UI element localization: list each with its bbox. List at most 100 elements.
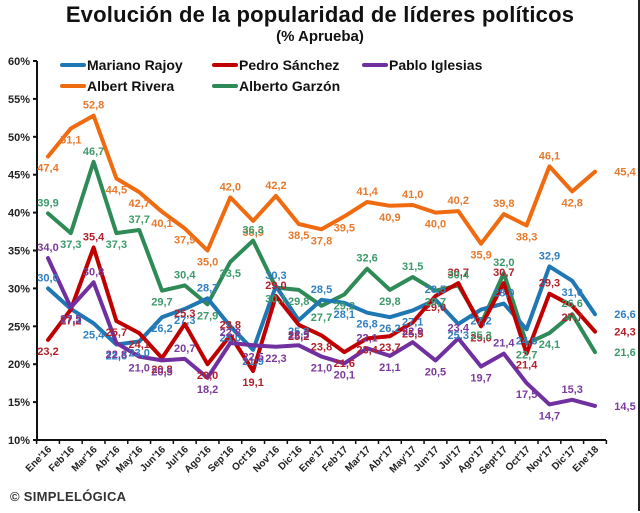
- data-label: 35,0: [197, 257, 218, 269]
- data-label: 37,9: [174, 235, 195, 247]
- legend-swatch-rivera: [60, 84, 86, 88]
- data-label: 23,7: [379, 342, 400, 354]
- legend-label: Pablo Iglesias: [389, 57, 483, 73]
- data-label: 21,4: [493, 338, 515, 350]
- data-label: 30,8: [83, 266, 104, 278]
- data-label: 20,5: [425, 366, 446, 378]
- data-label: 22,8: [106, 349, 127, 361]
- data-label: 27,1: [402, 316, 423, 328]
- data-label: 32,6: [356, 253, 377, 265]
- data-label: 15,3: [561, 384, 582, 396]
- data-label: 14,7: [539, 410, 560, 422]
- data-label: 27,2: [60, 316, 81, 328]
- data-label: 44,5: [106, 184, 127, 196]
- data-label: 23,2: [37, 346, 58, 358]
- data-label: 25,3: [470, 330, 491, 342]
- data-label: 51,1: [60, 134, 81, 146]
- data-label: 38,9: [242, 227, 263, 239]
- y-tick-label: 50%: [8, 132, 30, 144]
- y-tick-label: 40%: [8, 208, 30, 220]
- data-label: 30,3: [265, 270, 286, 282]
- data-label: 29,0: [265, 280, 286, 292]
- data-label: 38,5: [288, 230, 309, 242]
- data-label: 29,3: [539, 278, 560, 290]
- data-label: 32,0: [493, 257, 514, 269]
- data-label: 26,6: [561, 298, 582, 310]
- y-tick-label: 45%: [8, 170, 30, 182]
- x-tick-label: Nov'16: [251, 444, 282, 475]
- legend-item-iglesias: Pablo Iglesias: [362, 57, 482, 73]
- y-tick-label: 15%: [8, 397, 30, 409]
- data-label: 22,9: [402, 326, 423, 338]
- data-label: 52,8: [83, 100, 104, 112]
- x-tick-label: Jun'16: [138, 444, 168, 474]
- data-label: 24,6: [516, 335, 537, 347]
- data-label: 23,0: [128, 347, 149, 359]
- data-label: 30,4: [174, 269, 196, 281]
- data-label: 27,9: [197, 310, 218, 322]
- data-label: 29,0: [425, 302, 446, 314]
- data-label: 22,3: [265, 353, 286, 365]
- data-label: 20,0: [197, 370, 218, 382]
- legend-item-rajoy: Mariano Rajoy: [60, 57, 183, 73]
- data-label: 21,0: [128, 363, 149, 375]
- data-label: 31,5: [402, 261, 423, 273]
- y-tick-label: 25%: [8, 321, 30, 333]
- data-label: 28,7: [197, 282, 218, 294]
- data-label: 24,1: [539, 339, 560, 351]
- data-label: 31,0: [561, 287, 582, 299]
- chart-subtitle: (% Aprueba): [276, 28, 364, 45]
- data-label: 37,7: [128, 214, 149, 226]
- data-label: 41,0: [402, 189, 423, 201]
- data-label: 23,8: [311, 341, 332, 353]
- data-label: 46,1: [539, 150, 560, 162]
- chart-title: Evolución de la popularidad de líderes p…: [65, 2, 575, 27]
- data-label: 28,1: [334, 309, 355, 321]
- data-label: 25,7: [106, 327, 127, 339]
- data-label: 20,8: [151, 364, 172, 376]
- series-line-alberto-garz-n: [46, 159, 597, 355]
- data-label: 45,4: [614, 167, 636, 179]
- legend-item-garzon: Alberto Garzón: [212, 78, 340, 94]
- data-label: 30,7: [448, 267, 469, 279]
- data-label: 22,5: [242, 351, 263, 363]
- legend-item-sanchez: Pedro Sánchez: [212, 57, 339, 73]
- data-label: 41,4: [356, 186, 378, 198]
- data-label: 22,8: [220, 327, 241, 339]
- data-label: 42,7: [128, 198, 149, 210]
- data-label: 25,8: [288, 326, 309, 338]
- data-label: 47,4: [37, 163, 59, 175]
- data-label: 26,8: [356, 319, 377, 331]
- legend-swatch-rajoy: [60, 63, 86, 67]
- data-label: 27,2: [470, 316, 491, 328]
- data-label: 40,9: [379, 212, 400, 224]
- data-label: 22,7: [516, 350, 537, 362]
- data-label: 21,9: [242, 356, 263, 368]
- data-label: 27,3: [174, 315, 195, 327]
- data-label: 20,1: [334, 369, 355, 381]
- legend-item-rivera: Albert Rivera: [60, 78, 174, 94]
- series-line-mariano-rajoy: [46, 264, 597, 352]
- x-tick-label: Jun'17: [412, 444, 442, 474]
- data-labels: 30,027,325,422,6 23,026,227,328,725,021,9…: [37, 100, 636, 423]
- series-lines: [46, 113, 597, 408]
- data-label: 23,4: [448, 322, 470, 334]
- y-tick-label: 55%: [8, 94, 30, 106]
- legend-swatch-iglesias: [362, 63, 388, 67]
- x-tick-label: Ene'18: [571, 444, 602, 475]
- data-label: 21,6: [334, 358, 355, 370]
- data-label: 29,2: [334, 300, 355, 312]
- data-label: 29,8: [288, 296, 309, 308]
- data-label: 38,3: [516, 231, 537, 243]
- data-label: 34,0: [37, 242, 58, 254]
- data-label: 23,8: [220, 319, 241, 331]
- legend-label: Albert Rivera: [87, 78, 175, 94]
- data-label: 27,7: [311, 312, 332, 324]
- data-label: 22,6: [106, 350, 127, 362]
- data-label: 40,1: [151, 218, 172, 230]
- data-label: 22,5: [288, 329, 309, 341]
- y-tick-label: 35%: [8, 246, 30, 258]
- data-label: 39,9: [37, 197, 58, 209]
- series-line-albert-rivera: [46, 113, 597, 253]
